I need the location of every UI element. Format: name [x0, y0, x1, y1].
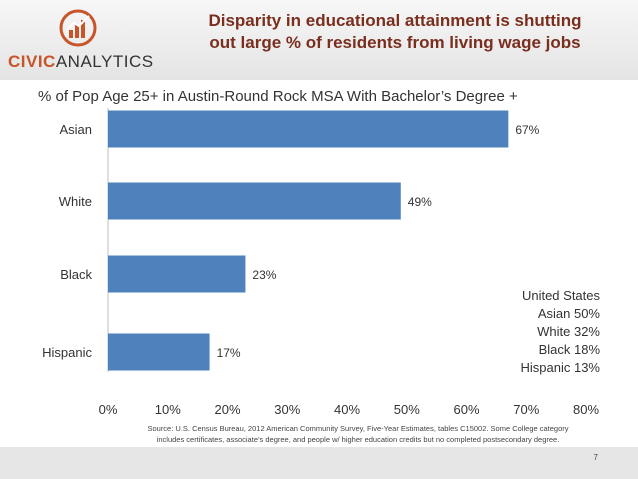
bar-black	[108, 255, 246, 293]
logo-civic-text: CIVIC	[8, 52, 56, 71]
source-line-1: Source: U.S. Census Bureau, 2012 America…	[147, 424, 569, 433]
x-tick-label-30: 30%	[274, 402, 300, 417]
logo-analytics-text: ANALYTICS	[55, 52, 154, 71]
bar-chart: Asian 67% White 49% Black 23% Hispanic 17% 0% 10%…	[42, 108, 599, 417]
page-number: 7	[593, 453, 598, 462]
us-comparison-row-hispanic: Hispanic 13%	[520, 360, 601, 375]
us-comparison-row-white: White 32%	[537, 324, 600, 339]
bar-white	[108, 182, 401, 220]
x-tick-label-80: 80%	[573, 402, 599, 417]
x-tick-label-70: 70%	[513, 402, 539, 417]
slide-title: Disparity in educational attainment is s…	[185, 10, 605, 54]
us-comparison-row-asian: Asian 50%	[537, 306, 600, 321]
x-tick-label-10: 10%	[155, 402, 181, 417]
source-note: Source: U.S. Census Bureau, 2012 America…	[110, 423, 606, 445]
chart-title: % of Pop Age 25+ in Austin-Round Rock MS…	[38, 88, 518, 105]
data-label-black: 23%	[252, 268, 276, 282]
category-label-black: Black	[60, 267, 92, 282]
x-tick-label-50: 50%	[394, 402, 420, 417]
data-label-hispanic: 17%	[217, 346, 241, 360]
logo-wordmark: CIVICANALYTICS	[8, 52, 154, 72]
category-label-hispanic: Hispanic	[42, 345, 92, 360]
category-label-asian: Asian	[59, 122, 92, 137]
bar-hispanic	[108, 333, 210, 371]
x-tick-label-20: 20%	[214, 402, 240, 417]
us-comparison-heading: United States	[521, 288, 600, 303]
us-comparison-box: United States Asian 50% White 32% Black …	[521, 287, 601, 377]
header-band	[0, 0, 638, 80]
us-comparison-row-black: Black 18%	[538, 342, 600, 357]
civic-analytics-logo: CIVICANALYTICS	[8, 8, 168, 72]
x-tick-label-40: 40%	[334, 402, 360, 417]
x-tick-label-0: 0%	[99, 402, 118, 417]
logo-mark-icon	[59, 9, 97, 47]
data-label-white: 49%	[408, 195, 432, 209]
slide-title-line-1: Disparity in educational attainment is s…	[208, 11, 582, 30]
bar-asian	[108, 110, 509, 148]
slide-title-line-2: out large % of residents from living wag…	[209, 33, 581, 52]
data-label-asian: 67%	[515, 123, 539, 137]
source-line-2: includes certificates, associate’s degre…	[156, 435, 560, 444]
category-label-white: White	[59, 194, 92, 209]
x-tick-label-60: 60%	[453, 402, 479, 417]
footer-bar	[0, 447, 638, 479]
